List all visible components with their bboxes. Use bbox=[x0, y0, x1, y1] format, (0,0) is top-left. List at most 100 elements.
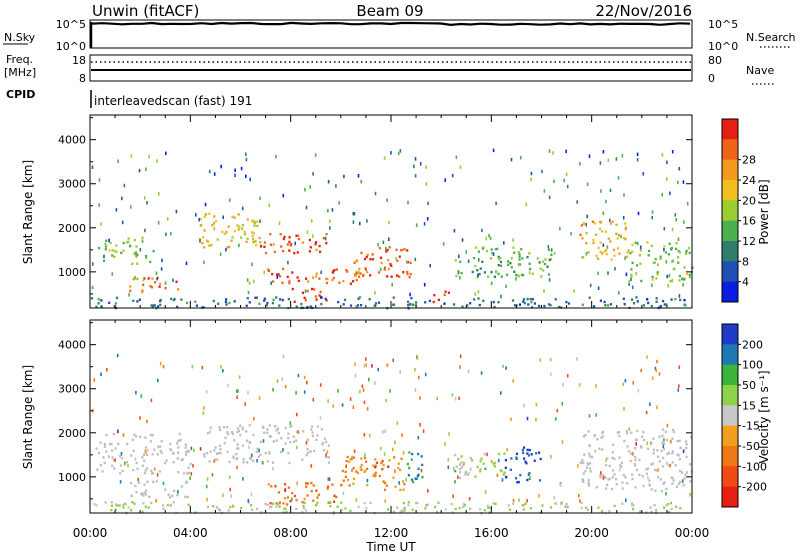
range-cell bbox=[651, 278, 654, 281]
isolated-echo bbox=[117, 159, 119, 163]
isolated-echo bbox=[327, 180, 330, 184]
range-cell bbox=[626, 482, 629, 485]
range-cell bbox=[251, 220, 254, 223]
range-cell bbox=[287, 451, 290, 455]
range-cell bbox=[412, 480, 415, 484]
range-cell bbox=[327, 456, 331, 459]
range-cell bbox=[158, 285, 161, 288]
range-cell bbox=[145, 489, 148, 492]
isolated-echo bbox=[91, 285, 94, 290]
range-cell bbox=[287, 486, 290, 489]
isolated-echo bbox=[607, 271, 609, 275]
isolated-echo bbox=[379, 446, 382, 451]
range-cell bbox=[529, 507, 532, 510]
isolated-echo bbox=[368, 377, 370, 382]
range-cell bbox=[343, 298, 347, 302]
range-cell bbox=[146, 480, 149, 483]
range-cell bbox=[297, 237, 300, 241]
range-cell bbox=[310, 287, 314, 291]
range-cell bbox=[159, 282, 162, 286]
isolated-echo bbox=[419, 423, 421, 427]
colorbar-frame bbox=[721, 118, 739, 303]
range-cell bbox=[281, 281, 284, 284]
isolated-echo bbox=[142, 278, 145, 282]
range-cell bbox=[104, 501, 107, 504]
range-cell bbox=[382, 463, 385, 467]
isolated-echo bbox=[588, 414, 591, 418]
range-cell bbox=[647, 254, 650, 257]
isolated-echo bbox=[371, 364, 373, 368]
isolated-echo bbox=[383, 452, 386, 456]
range-cell bbox=[311, 434, 314, 438]
isolated-echo bbox=[602, 211, 605, 215]
range-cell bbox=[437, 298, 440, 302]
isolated-echo bbox=[303, 375, 306, 380]
range-cell bbox=[231, 236, 234, 239]
range-cell bbox=[601, 474, 605, 477]
range-cell bbox=[355, 470, 358, 473]
isolated-echo bbox=[455, 155, 458, 159]
range-cell bbox=[189, 462, 192, 466]
range-cell bbox=[250, 508, 254, 511]
range-cell bbox=[618, 456, 621, 459]
colorbar-segment bbox=[722, 119, 738, 140]
range-cell bbox=[675, 485, 678, 488]
range-cell bbox=[153, 304, 156, 307]
range-cell bbox=[269, 506, 272, 509]
range-cell bbox=[115, 250, 118, 253]
range-cell bbox=[235, 452, 238, 456]
range-cell bbox=[518, 303, 522, 306]
isolated-echo bbox=[458, 254, 460, 259]
freq-tick-top: 18 bbox=[72, 54, 86, 67]
range-cell bbox=[130, 494, 133, 497]
isolated-echo bbox=[548, 278, 551, 282]
isolated-echo bbox=[535, 417, 537, 422]
colorbar-tick-label: 4 bbox=[742, 276, 749, 289]
range-cell bbox=[282, 507, 285, 510]
isolated-echo bbox=[225, 247, 227, 252]
range-cell bbox=[550, 258, 553, 261]
range-cell bbox=[374, 464, 377, 467]
range-cell bbox=[587, 430, 590, 433]
range-cell bbox=[216, 238, 219, 241]
range-cell bbox=[177, 288, 180, 291]
range-cell bbox=[219, 448, 222, 451]
isolated-echo bbox=[108, 238, 110, 243]
range-cell bbox=[301, 291, 304, 294]
colorbar-segment bbox=[722, 220, 738, 242]
isolated-echo bbox=[213, 227, 216, 231]
range-cell bbox=[596, 438, 599, 441]
isolated-echo bbox=[459, 354, 462, 358]
range-cell bbox=[685, 443, 688, 446]
range-cell bbox=[387, 465, 390, 468]
range-cell bbox=[474, 475, 477, 478]
nave-tick-top: 80 bbox=[708, 54, 722, 67]
range-cell bbox=[312, 499, 315, 502]
range-cell bbox=[309, 246, 312, 249]
range-cell bbox=[487, 275, 490, 278]
isolated-echo bbox=[467, 259, 470, 263]
isolated-echo bbox=[538, 494, 540, 498]
colorbar-segment bbox=[722, 385, 738, 406]
range-cell bbox=[266, 503, 269, 506]
isolated-echo bbox=[245, 157, 248, 162]
range-cell bbox=[529, 267, 532, 271]
range-cell bbox=[631, 473, 634, 476]
range-cell bbox=[417, 473, 420, 476]
range-cell bbox=[553, 252, 556, 255]
range-cell bbox=[665, 487, 668, 491]
range-cell bbox=[474, 264, 477, 268]
range-cell bbox=[390, 275, 393, 278]
range-cell bbox=[305, 485, 308, 488]
range-cell bbox=[312, 276, 315, 279]
isolated-echo bbox=[423, 283, 426, 287]
range-cell bbox=[613, 457, 616, 461]
range-cell bbox=[524, 502, 527, 505]
range-cell bbox=[184, 446, 187, 449]
isolated-echo bbox=[327, 208, 329, 213]
range-cell bbox=[411, 508, 414, 511]
range-cell bbox=[635, 468, 639, 472]
range-cell bbox=[365, 460, 368, 463]
isolated-echo bbox=[480, 467, 482, 472]
range-cell bbox=[359, 304, 363, 307]
